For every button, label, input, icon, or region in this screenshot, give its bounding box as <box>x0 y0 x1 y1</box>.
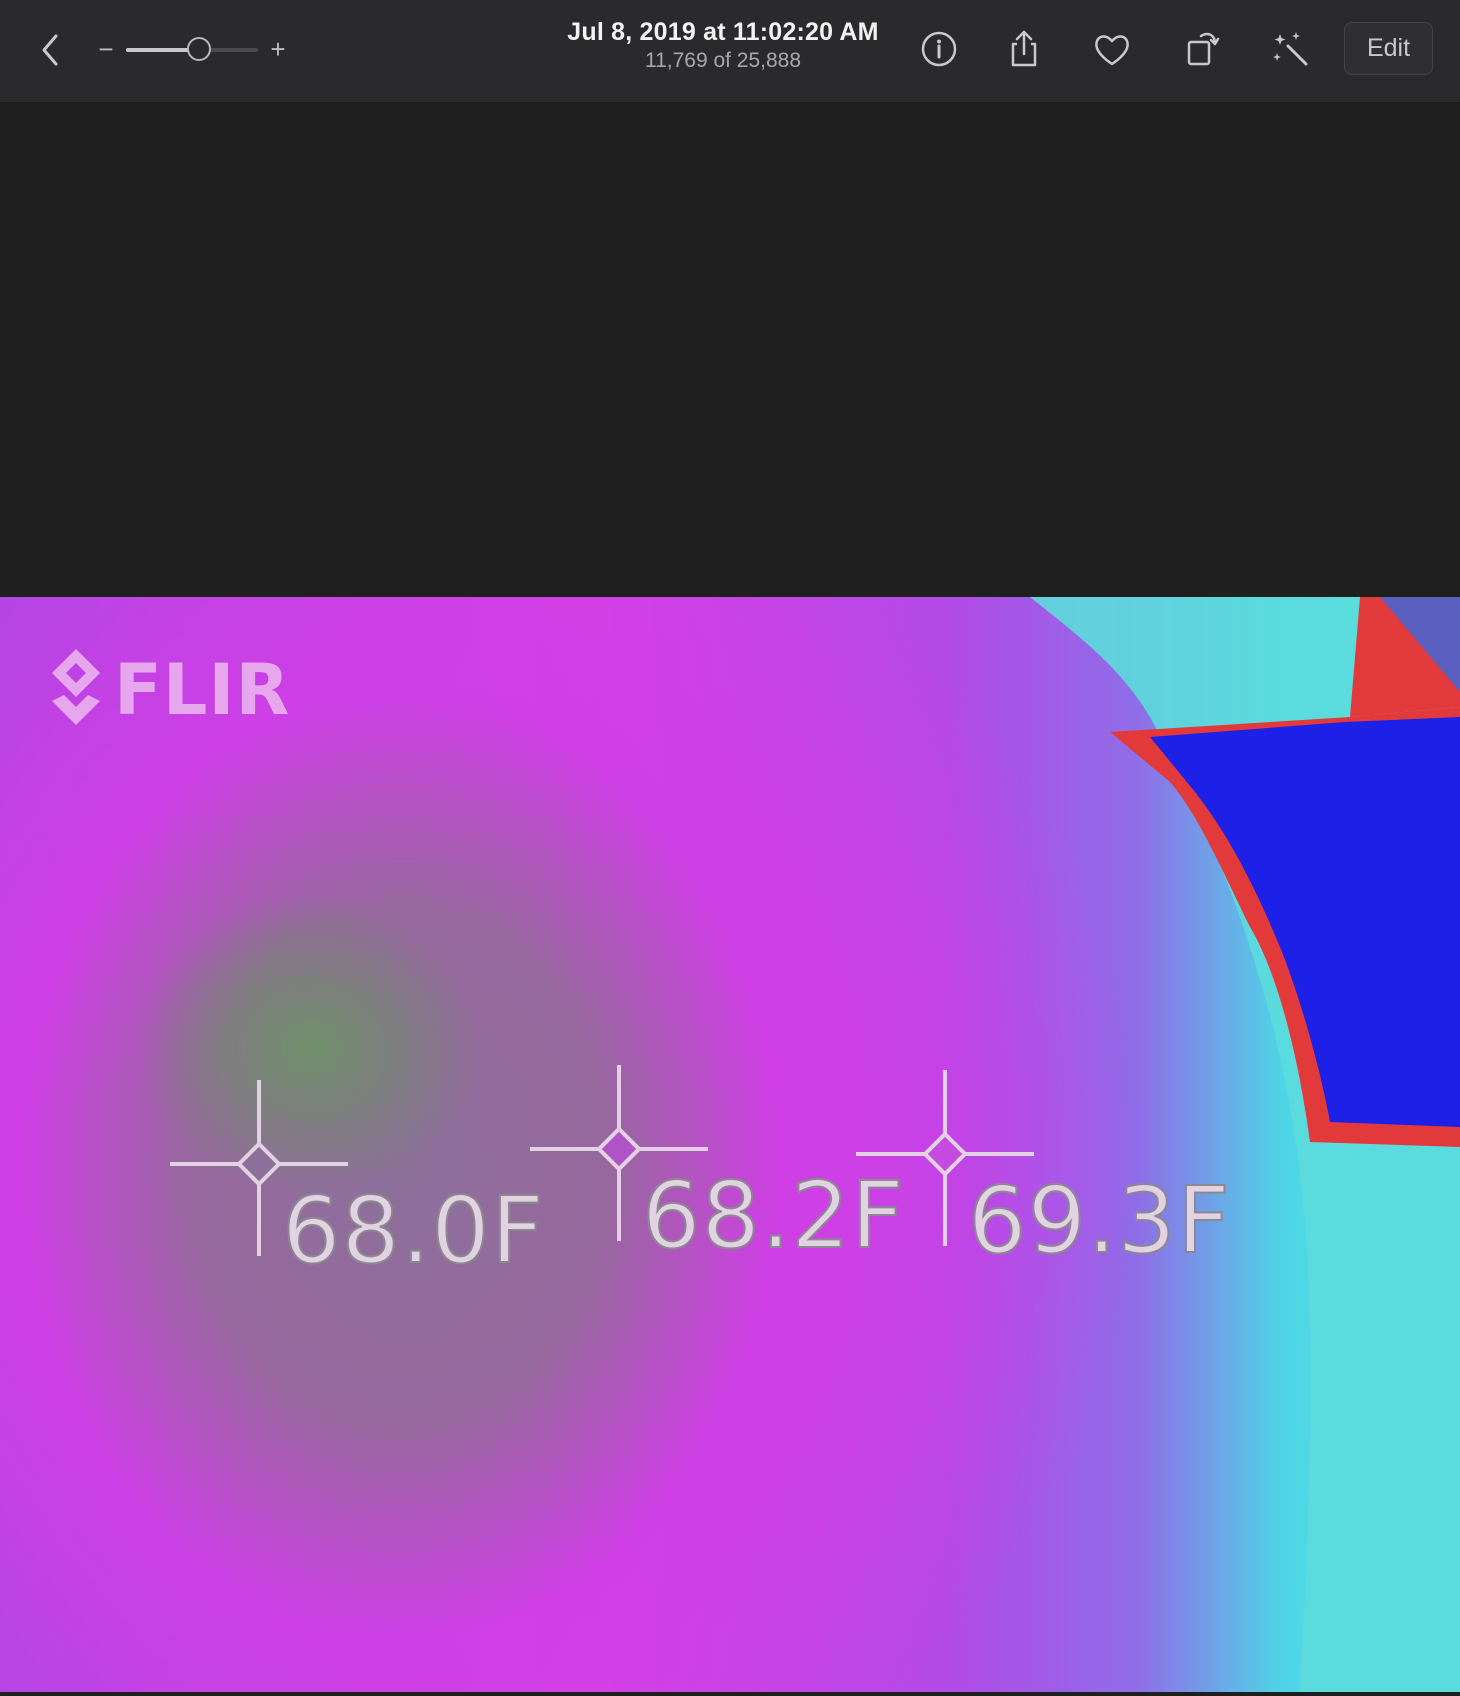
photo-count: 11,769 of 25,888 <box>644 49 802 72</box>
photo-letterbox <box>0 103 1460 596</box>
heart-icon <box>1095 35 1129 66</box>
edit-button[interactable]: Edit <box>1344 22 1433 75</box>
thermal-photo[interactable]: FLIR 68.0F 68.2F 69.3F <box>0 597 1460 1692</box>
rotate-icon <box>1187 32 1220 66</box>
zoom-in-button[interactable]: + <box>270 34 286 64</box>
rotate-button[interactable] <box>1177 24 1227 74</box>
measure-crosshair-2 <box>530 1065 708 1241</box>
info-icon <box>921 31 957 67</box>
temperature-reading-3: 69.3F <box>967 1167 1231 1274</box>
back-button[interactable] <box>36 28 66 72</box>
magic-wand-icon <box>1273 32 1308 66</box>
measure-crosshair-1 <box>170 1080 348 1256</box>
info-button[interactable] <box>914 24 964 74</box>
measure-crosshair-3 <box>856 1070 1034 1246</box>
toolbar: − + Jul 8, 2019 at 11:02:20 AM 11,769 of… <box>0 0 1460 103</box>
zoom-slider-fill <box>126 48 199 52</box>
auto-enhance-button[interactable] <box>1266 24 1316 74</box>
zoom-out-button[interactable]: − <box>98 34 114 64</box>
favorite-button[interactable] <box>1087 24 1137 74</box>
temperature-reading-2: 68.2F <box>641 1162 905 1269</box>
flir-logo-icon <box>52 649 100 725</box>
thermal-edge-shape <box>1030 597 1460 1692</box>
share-button[interactable] <box>999 24 1049 74</box>
share-icon <box>1011 30 1037 67</box>
chevron-left-icon <box>42 34 58 66</box>
temperature-reading-1: 68.0F <box>281 1177 545 1284</box>
zoom-slider-knob[interactable] <box>186 37 211 61</box>
photo-title-block: Jul 8, 2019 at 11:02:20 AM 11,769 of 25,… <box>520 16 926 74</box>
photo-date-title: Jul 8, 2019 at 11:02:20 AM <box>567 18 879 46</box>
zoom-slider[interactable] <box>126 37 258 61</box>
flir-logo-text: FLIR <box>114 649 291 731</box>
